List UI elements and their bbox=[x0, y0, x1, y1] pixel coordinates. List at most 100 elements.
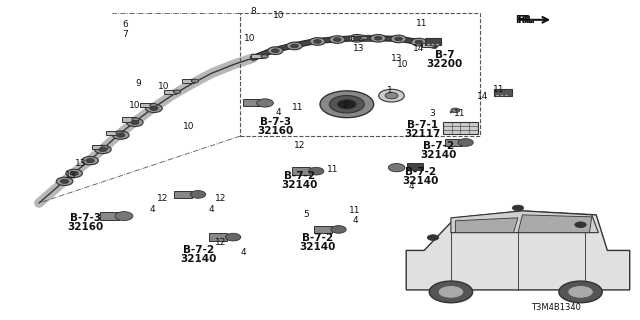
Text: B-7-3: B-7-3 bbox=[260, 117, 291, 127]
Circle shape bbox=[86, 159, 94, 163]
Text: 11: 11 bbox=[493, 85, 504, 94]
Text: 10: 10 bbox=[183, 122, 195, 131]
Text: 32140: 32140 bbox=[402, 176, 438, 186]
Circle shape bbox=[320, 91, 374, 118]
Circle shape bbox=[428, 235, 439, 240]
Text: 4: 4 bbox=[352, 216, 358, 225]
Bar bbox=[422, 43, 435, 47]
Text: 10: 10 bbox=[397, 60, 409, 69]
Bar bbox=[443, 122, 478, 134]
Circle shape bbox=[388, 164, 405, 172]
Circle shape bbox=[308, 167, 324, 175]
Text: 9: 9 bbox=[135, 79, 141, 88]
Bar bbox=[106, 131, 118, 135]
Text: 4: 4 bbox=[209, 205, 214, 214]
Text: T3M4B1340: T3M4B1340 bbox=[531, 303, 581, 312]
Text: 4: 4 bbox=[241, 248, 246, 257]
Circle shape bbox=[360, 36, 368, 40]
Text: 5: 5 bbox=[303, 210, 309, 219]
Text: 11: 11 bbox=[454, 109, 465, 118]
Circle shape bbox=[191, 79, 198, 83]
Circle shape bbox=[56, 177, 73, 186]
Text: 32160: 32160 bbox=[257, 126, 293, 136]
Bar bbox=[407, 163, 423, 170]
Bar bbox=[209, 233, 227, 241]
Polygon shape bbox=[406, 211, 630, 290]
Circle shape bbox=[113, 131, 129, 139]
Text: 11: 11 bbox=[292, 103, 303, 112]
Circle shape bbox=[95, 145, 111, 154]
Circle shape bbox=[337, 100, 356, 109]
Text: 10: 10 bbox=[244, 35, 255, 44]
Circle shape bbox=[261, 55, 268, 58]
Circle shape bbox=[150, 106, 158, 110]
Text: 12: 12 bbox=[215, 238, 227, 247]
Text: 4: 4 bbox=[150, 205, 156, 214]
Text: 2: 2 bbox=[343, 101, 348, 110]
Bar bbox=[164, 90, 176, 94]
Bar bbox=[100, 212, 119, 220]
Circle shape bbox=[127, 118, 143, 126]
Bar bbox=[351, 36, 363, 40]
Text: B-7-2: B-7-2 bbox=[183, 245, 214, 255]
Circle shape bbox=[257, 99, 273, 107]
Text: 12: 12 bbox=[215, 194, 227, 203]
Text: 8: 8 bbox=[250, 7, 256, 16]
Circle shape bbox=[415, 40, 423, 44]
Text: B-7: B-7 bbox=[435, 50, 454, 60]
Circle shape bbox=[173, 90, 180, 94]
Circle shape bbox=[575, 222, 586, 228]
Circle shape bbox=[451, 108, 460, 113]
Circle shape bbox=[82, 156, 99, 165]
Circle shape bbox=[271, 49, 279, 52]
Text: 3: 3 bbox=[429, 109, 435, 118]
Circle shape bbox=[60, 179, 68, 183]
Circle shape bbox=[500, 94, 504, 96]
Text: 13: 13 bbox=[65, 172, 77, 180]
Circle shape bbox=[291, 44, 298, 48]
Polygon shape bbox=[456, 218, 518, 233]
Text: 32140: 32140 bbox=[180, 254, 217, 264]
Circle shape bbox=[70, 171, 78, 175]
Text: B-7-2: B-7-2 bbox=[302, 233, 333, 243]
Bar bbox=[140, 103, 152, 107]
Circle shape bbox=[66, 169, 83, 178]
Circle shape bbox=[131, 120, 139, 124]
Text: 10: 10 bbox=[129, 101, 141, 110]
Circle shape bbox=[314, 40, 321, 44]
Bar bbox=[182, 79, 194, 83]
Circle shape bbox=[385, 92, 398, 99]
Circle shape bbox=[146, 104, 163, 113]
Circle shape bbox=[495, 94, 499, 96]
Bar bbox=[173, 191, 191, 198]
Circle shape bbox=[190, 191, 205, 198]
Circle shape bbox=[431, 44, 435, 46]
Bar bbox=[314, 226, 332, 233]
Circle shape bbox=[225, 233, 241, 241]
Circle shape bbox=[349, 35, 365, 42]
Circle shape bbox=[438, 285, 464, 298]
Circle shape bbox=[330, 36, 345, 44]
Circle shape bbox=[568, 285, 593, 298]
Circle shape bbox=[458, 139, 473, 146]
Circle shape bbox=[432, 43, 439, 46]
Circle shape bbox=[429, 281, 472, 303]
Circle shape bbox=[287, 42, 302, 50]
Circle shape bbox=[353, 36, 361, 40]
Polygon shape bbox=[451, 211, 598, 233]
Text: B-7-3: B-7-3 bbox=[70, 213, 101, 223]
Circle shape bbox=[391, 35, 406, 43]
Text: 11: 11 bbox=[349, 206, 361, 215]
Text: 14: 14 bbox=[477, 92, 488, 101]
Text: 32140: 32140 bbox=[420, 149, 456, 160]
Circle shape bbox=[331, 226, 346, 233]
Circle shape bbox=[116, 131, 123, 135]
Circle shape bbox=[412, 38, 427, 46]
Polygon shape bbox=[518, 215, 592, 233]
Circle shape bbox=[371, 35, 386, 42]
Bar bbox=[122, 117, 134, 122]
Text: 12: 12 bbox=[157, 194, 168, 203]
Text: 32200: 32200 bbox=[426, 59, 463, 69]
Text: 13: 13 bbox=[75, 159, 86, 168]
Text: 11: 11 bbox=[327, 165, 339, 174]
